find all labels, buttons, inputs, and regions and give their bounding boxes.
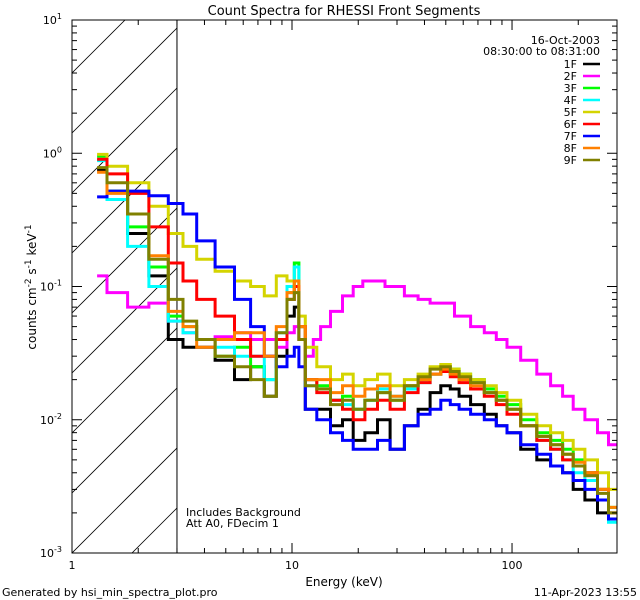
footer-timestamp: 11-Apr-2023 13:55: [534, 586, 637, 599]
y-label-base: counts cm: [25, 287, 39, 349]
y-tick-label: 10-1: [40, 279, 62, 294]
x-axis-label: Energy (keV): [305, 575, 382, 589]
y-axis-ticks: [72, 25, 617, 554]
y-tick-exponent: -3: [54, 545, 62, 554]
legend-label-3F: 3F: [564, 82, 577, 95]
legend-date: 16-Oct-2003: [531, 34, 600, 47]
y-label-sup1: -2: [24, 278, 34, 287]
x-axis-ticks: [71, 20, 618, 553]
y-label-sup2: -1: [24, 259, 34, 268]
x-tick-label: 100: [502, 559, 523, 572]
hatched-region: [72, 20, 617, 553]
y-tick-base: 10: [40, 547, 54, 560]
series-9F: [97, 166, 617, 515]
y-tick-label: 100: [43, 145, 62, 160]
legend: 16-Oct-2003 08:30:00 to 08:31:00 1F2F3F4…: [483, 34, 600, 167]
x-tick-labels: 1 10 100: [69, 559, 523, 572]
y-tick-label: 10-3: [40, 545, 62, 560]
y-tick-exponent: 0: [57, 145, 62, 154]
legend-label-6F: 6F: [564, 118, 577, 131]
y-tick-label: 101: [43, 12, 62, 27]
legend-label-4F: 4F: [564, 94, 577, 107]
y-tick-exponent: -1: [54, 279, 62, 288]
annotation-attenuator: Att A0, FDecim 1: [186, 517, 279, 530]
legend-label-2F: 2F: [564, 70, 577, 83]
series-7F: [97, 189, 617, 521]
legend-label-1F: 1F: [564, 58, 577, 71]
y-tick-base: 10: [43, 14, 57, 27]
legend-label-5F: 5F: [564, 106, 577, 119]
y-label-sup3: -1: [24, 224, 34, 233]
series-group: [97, 152, 617, 524]
annotation-background: Includes Background: [186, 506, 301, 519]
y-tick-base: 10: [40, 414, 54, 427]
footer-generated-by: Generated by hsi_min_spectra_plot.pro: [2, 586, 218, 599]
y-tick-base: 10: [40, 281, 54, 294]
x-tick-label: 1: [69, 559, 76, 572]
y-label-mid1: s: [25, 268, 39, 278]
legend-label-7F: 7F: [564, 130, 577, 143]
x-tick-label: 10: [285, 559, 299, 572]
legend-label-8F: 8F: [564, 142, 577, 155]
y-tick-exponent: -2: [54, 412, 62, 421]
legend-time-range: 08:30:00 to 08:31:00: [483, 45, 600, 58]
y-axis-label: counts cm-2 s-1 keV-1: [24, 224, 39, 349]
legend-label-9F: 9F: [564, 154, 577, 167]
y-tick-label: 10-2: [40, 412, 62, 427]
series-1F: [97, 168, 617, 521]
y-label-mid2: keV: [25, 233, 39, 260]
y-tick-exponent: 1: [57, 12, 62, 21]
chart-title: Count Spectra for RHESSI Front Segments: [208, 4, 481, 19]
y-tick-base: 10: [43, 147, 57, 160]
